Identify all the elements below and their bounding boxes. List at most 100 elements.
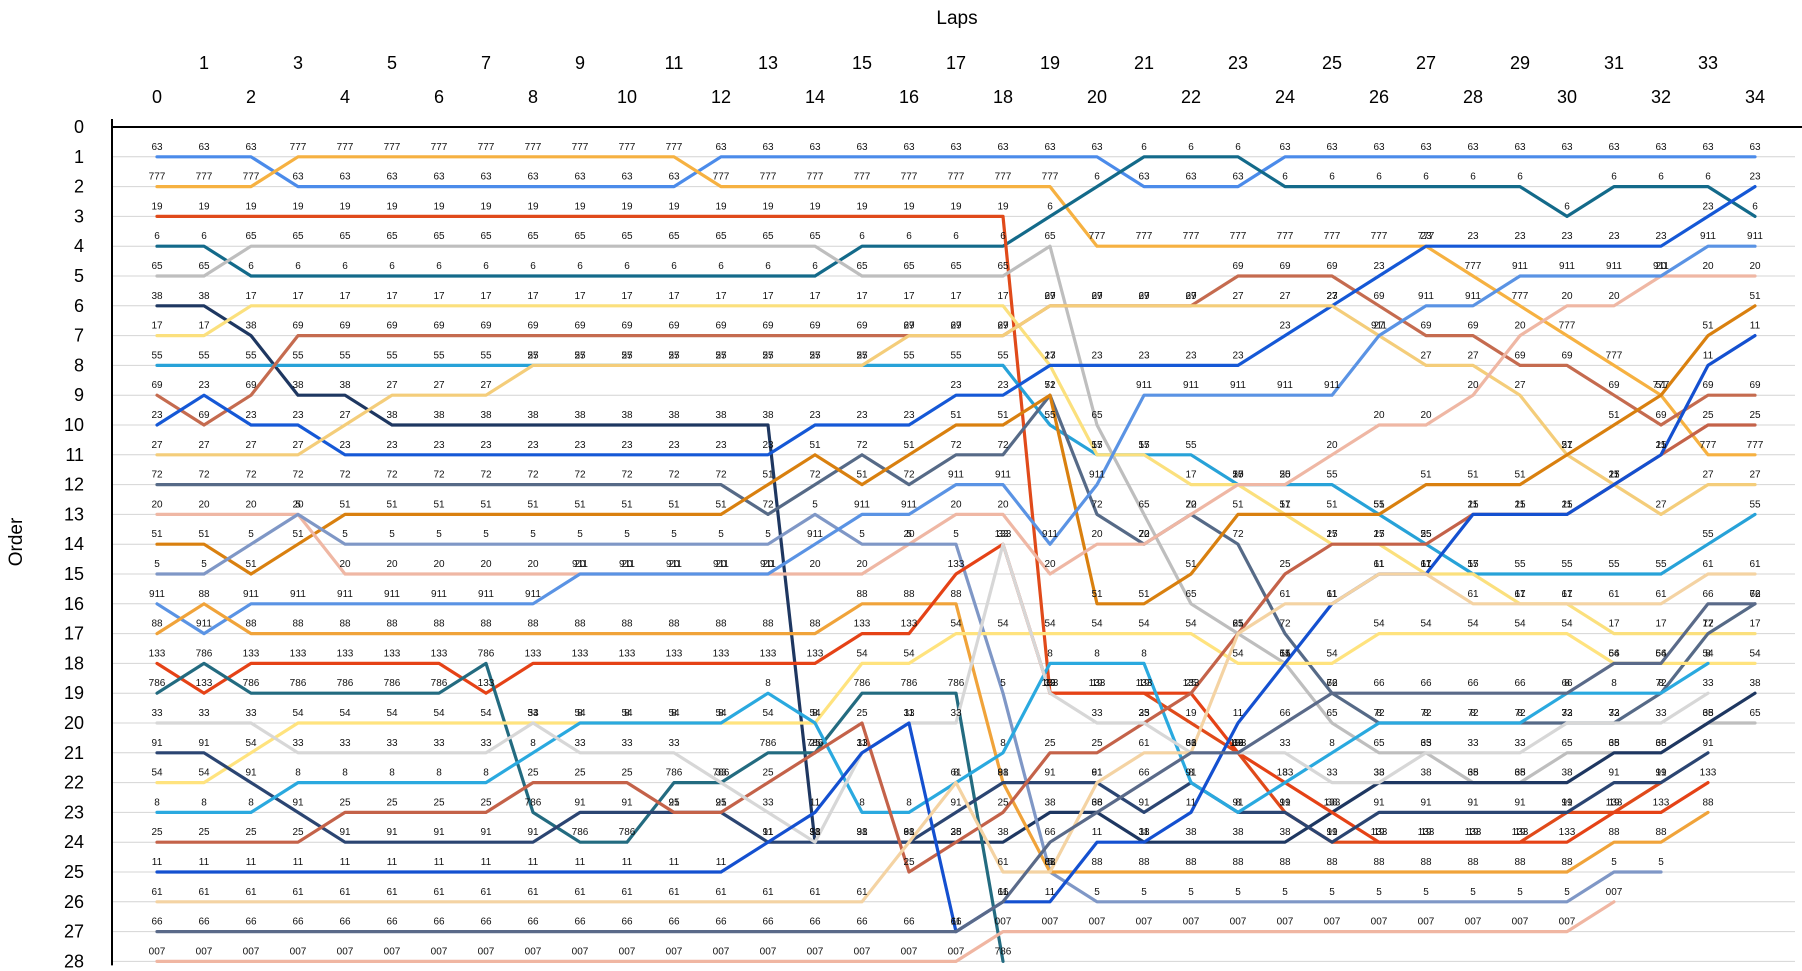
car-label-777: 777 [1418,231,1435,242]
y-tick-label: 6 [74,296,84,316]
car-label-19: 19 [433,201,445,212]
car-label-911: 911 [1230,380,1246,391]
car-label-33: 33 [668,738,680,749]
car-label-6: 6 [1564,201,1570,212]
car-label-38: 38 [1138,827,1150,838]
car-label-66: 66 [433,917,445,928]
car-label-72: 72 [1185,499,1197,510]
car-label-8: 8 [1705,648,1711,659]
car-label-23: 23 [1091,350,1103,361]
x-tick-label: 10 [617,87,637,107]
car-label-19: 19 [1044,678,1056,689]
car-label-27: 27 [1420,350,1432,361]
car-label-88: 88 [1279,857,1291,868]
car-label-91: 91 [668,797,680,808]
car-label-61: 61 [574,887,586,898]
y-tick-label: 24 [64,832,84,852]
car-label-25: 25 [1608,470,1620,481]
car-label-65: 65 [1655,738,1667,749]
car-label-33: 33 [527,708,539,719]
car-label-72: 72 [339,470,351,481]
car-label-54: 54 [809,708,821,719]
series-line-55 [155,363,1757,576]
car-label-63: 63 [339,172,351,183]
car-label-51: 51 [386,499,398,510]
car-label-8: 8 [154,797,160,808]
car-label-38: 38 [292,380,304,391]
car-label-25: 25 [1185,678,1197,689]
car-label-20: 20 [1702,261,1714,272]
car-label-88: 88 [292,619,304,630]
x-tick-label: 8 [528,87,538,107]
car-label-786: 786 [431,678,448,689]
car-label-91: 91 [1373,797,1385,808]
car-label-88: 88 [809,619,821,630]
car-label-6: 6 [812,261,818,272]
car-label-8: 8 [812,708,818,719]
car-label-8: 8 [248,797,254,808]
car-label-65: 65 [950,261,962,272]
car-label-54: 54 [715,708,727,719]
car-label-63: 63 [292,172,304,183]
car-label-91: 91 [433,827,445,838]
car-label-66: 66 [1326,678,1338,689]
car-label-51: 51 [151,529,163,540]
car-label-38: 38 [151,291,163,302]
car-label-69: 69 [621,321,633,332]
car-label-55: 55 [1467,559,1479,570]
car-label-8: 8 [483,768,489,779]
car-label-65: 65 [1138,499,1150,510]
car-label-23: 23 [198,380,210,391]
car-label-911: 911 [619,559,635,570]
car-label-91: 91 [292,797,304,808]
car-label-72: 72 [1373,708,1385,719]
x-tick-label: 18 [993,87,1013,107]
car-label-777: 777 [337,142,354,153]
car-label-63: 63 [198,142,210,153]
car-label-23: 23 [574,440,586,451]
car-label-007: 007 [525,946,542,957]
car-label-66: 66 [1279,708,1291,719]
car-label-8: 8 [577,708,583,719]
car-label-72: 72 [574,470,586,481]
car-label-72: 72 [621,470,633,481]
car-label-11: 11 [246,857,257,868]
car-label-51: 51 [1702,321,1714,332]
car-label-63: 63 [1655,142,1667,153]
car-label-20: 20 [480,559,492,570]
car-label-133: 133 [1371,827,1388,838]
car-label-20: 20 [245,499,257,510]
car-label-133: 133 [290,648,307,659]
car-label-38: 38 [245,321,257,332]
y-tick-label: 2 [74,177,84,197]
car-label-55: 55 [1561,559,1573,570]
car-label-65: 65 [1185,589,1197,600]
car-label-133: 133 [149,648,166,659]
car-label-777: 777 [1136,231,1153,242]
series-line-51 [155,304,1757,606]
car-label-65: 65 [621,231,633,242]
car-label-11: 11 [1421,559,1432,570]
car-label-69: 69 [856,321,868,332]
car-label-51: 51 [1232,499,1244,510]
car-label-19: 19 [1091,678,1103,689]
car-label-51: 51 [1138,589,1150,600]
car-label-911: 911 [1700,231,1716,242]
car-label-51: 51 [527,499,539,510]
car-label-23: 23 [715,440,727,451]
car-label-51: 51 [1749,291,1761,302]
car-label-6: 6 [154,231,160,242]
car-label-51: 51 [480,499,492,510]
car-label-17: 17 [574,291,586,302]
car-label-66: 66 [621,917,633,928]
car-label-5: 5 [1329,887,1335,898]
car-label-20: 20 [1044,559,1056,570]
car-label-20: 20 [1420,410,1432,421]
car-label-38: 38 [856,827,868,838]
car-label-25: 25 [151,827,163,838]
car-label-54: 54 [903,648,915,659]
car-label-63: 63 [856,142,868,153]
car-label-91: 91 [245,768,257,779]
car-label-54: 54 [386,708,398,719]
car-label-65: 65 [1326,708,1338,719]
